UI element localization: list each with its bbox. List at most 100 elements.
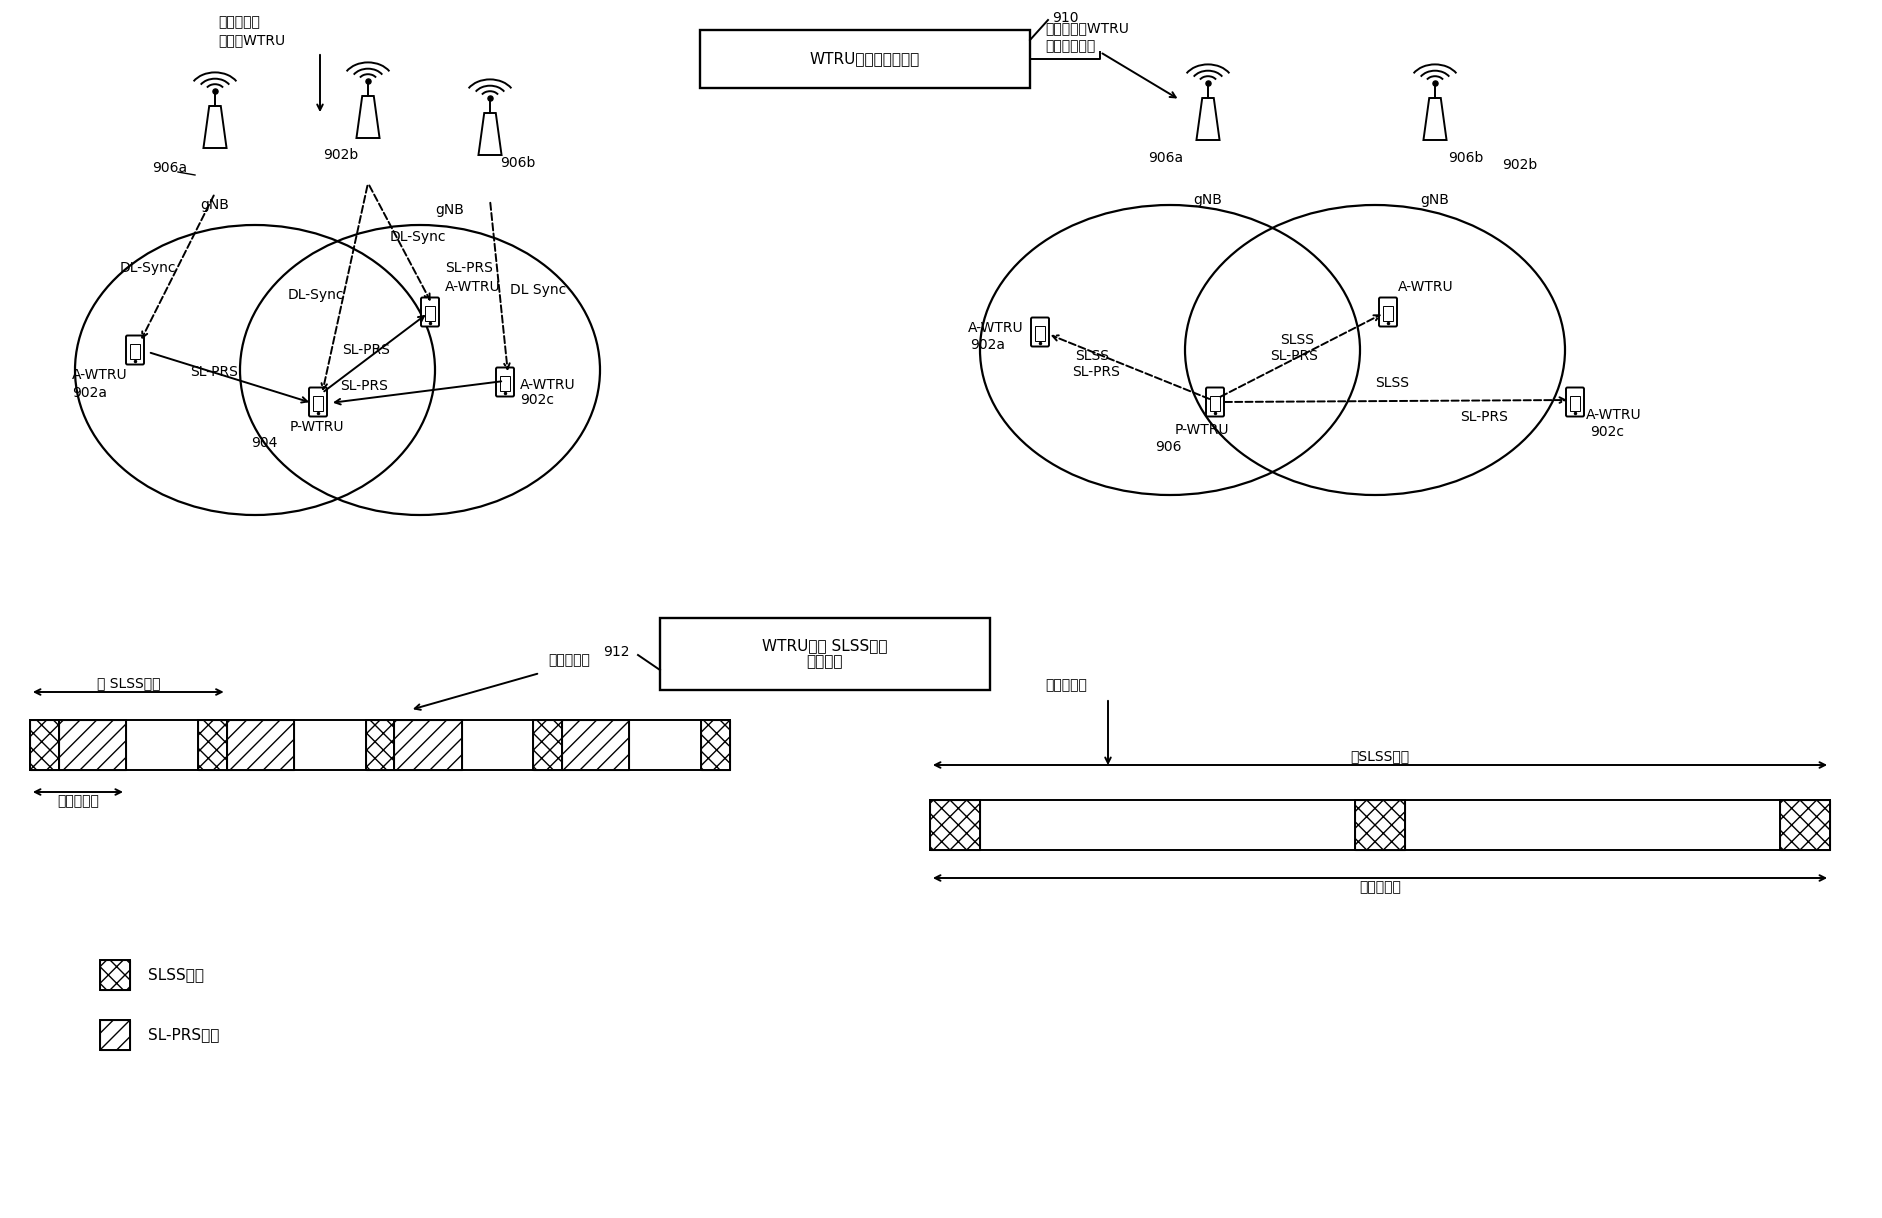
Bar: [58, 720, 126, 770]
FancyBboxPatch shape: [497, 368, 514, 397]
FancyBboxPatch shape: [1566, 387, 1585, 417]
Text: 912: 912: [604, 646, 630, 659]
Text: DL-Sync: DL-Sync: [120, 261, 177, 275]
Text: 906b: 906b: [1447, 151, 1483, 164]
Text: 大延迟要求: 大延迟要求: [1045, 678, 1088, 692]
Bar: [702, 720, 730, 770]
Text: gNB: gNB: [435, 203, 465, 217]
Text: P-WTRU: P-WTRU: [1174, 423, 1229, 437]
Bar: [30, 720, 58, 770]
FancyBboxPatch shape: [1206, 387, 1223, 417]
Bar: [312, 396, 324, 410]
Text: 的所有WTRU: 的所有WTRU: [218, 33, 286, 48]
Bar: [661, 618, 990, 691]
Text: 小延迟要求: 小延迟要求: [548, 653, 589, 667]
Bar: [100, 1019, 130, 1050]
FancyBboxPatch shape: [1031, 318, 1048, 346]
Bar: [501, 376, 510, 391]
Text: DL-Sync: DL-Sync: [390, 230, 446, 244]
FancyBboxPatch shape: [309, 387, 327, 417]
Bar: [700, 30, 1029, 88]
Text: SLSS传输: SLSS传输: [149, 967, 203, 983]
Bar: [1355, 800, 1406, 850]
Text: gNB: gNB: [201, 199, 230, 212]
Bar: [30, 720, 730, 770]
Bar: [702, 720, 730, 770]
Bar: [1355, 800, 1406, 850]
Text: A-WTRU: A-WTRU: [967, 322, 1024, 335]
Polygon shape: [1197, 97, 1220, 140]
Bar: [1780, 800, 1829, 850]
Bar: [1570, 396, 1581, 410]
Text: A-WTRU: A-WTRU: [72, 368, 128, 382]
Text: SLSS: SLSS: [1075, 350, 1108, 363]
Text: SL-PRS: SL-PRS: [343, 343, 390, 357]
Text: A-WTRU: A-WTRU: [444, 280, 501, 294]
Text: DL Sync: DL Sync: [510, 283, 566, 297]
Text: 一个或多个WTRU: 一个或多个WTRU: [1045, 21, 1129, 35]
Text: SL-PRS: SL-PRS: [341, 379, 388, 393]
Polygon shape: [356, 96, 380, 138]
Bar: [533, 720, 563, 770]
Text: P-WTRU: P-WTRU: [290, 420, 344, 434]
Text: 覆盖范围内: 覆盖范围内: [218, 15, 260, 29]
Text: 902b: 902b: [1502, 158, 1538, 172]
Bar: [930, 800, 1829, 850]
Bar: [365, 720, 395, 770]
Text: DL-Sync: DL-Sync: [288, 287, 344, 302]
Text: gNB: gNB: [1421, 192, 1449, 207]
Bar: [1780, 800, 1829, 850]
Text: SLSS: SLSS: [1280, 333, 1314, 347]
Bar: [130, 343, 139, 359]
Bar: [1210, 396, 1220, 410]
Text: 906b: 906b: [501, 156, 534, 171]
Bar: [198, 720, 226, 770]
FancyBboxPatch shape: [422, 297, 439, 326]
Text: 906a: 906a: [1148, 151, 1184, 164]
Text: 902a: 902a: [969, 339, 1005, 352]
Text: SL-PRS: SL-PRS: [444, 261, 493, 275]
Bar: [425, 306, 435, 322]
Text: 的周期性: 的周期性: [807, 654, 843, 670]
Bar: [100, 960, 130, 990]
Text: 长测量周期: 长测量周期: [1359, 879, 1400, 894]
Bar: [533, 720, 563, 770]
Bar: [1383, 306, 1393, 322]
Text: 902c: 902c: [519, 393, 553, 407]
Bar: [1035, 326, 1045, 341]
Bar: [100, 1019, 130, 1050]
Text: WTRU确定 SLSS传输: WTRU确定 SLSS传输: [762, 638, 888, 654]
Bar: [100, 960, 130, 990]
Text: 902c: 902c: [1590, 425, 1624, 438]
Text: 902a: 902a: [72, 386, 107, 400]
Polygon shape: [1423, 97, 1447, 140]
Polygon shape: [203, 106, 226, 149]
FancyBboxPatch shape: [126, 335, 145, 364]
Text: 904: 904: [252, 436, 279, 449]
Bar: [395, 720, 461, 770]
Bar: [226, 720, 294, 770]
Text: SLSS: SLSS: [1376, 376, 1410, 390]
Bar: [930, 800, 981, 850]
Text: A-WTRU: A-WTRU: [1398, 280, 1453, 294]
Text: 902b: 902b: [324, 149, 358, 162]
Bar: [58, 720, 126, 770]
Bar: [198, 720, 226, 770]
Bar: [226, 720, 294, 770]
Text: A-WTRU: A-WTRU: [1587, 408, 1641, 421]
Text: 短测量周期: 短测量周期: [56, 794, 100, 808]
Text: SL-PRS资源: SL-PRS资源: [149, 1028, 220, 1043]
Text: 在覆盖范围外: 在覆盖范围外: [1045, 39, 1095, 54]
Text: SL-PRS: SL-PRS: [1460, 410, 1507, 424]
FancyBboxPatch shape: [1380, 297, 1396, 326]
Text: SL-PRS: SL-PRS: [190, 365, 237, 379]
Text: A-WTRU: A-WTRU: [519, 378, 576, 392]
Text: 长SLSS周期: 长SLSS周期: [1351, 749, 1410, 762]
Bar: [563, 720, 629, 770]
Text: 906: 906: [1156, 440, 1182, 454]
Text: 910: 910: [1052, 11, 1078, 26]
Text: 906a: 906a: [152, 161, 186, 175]
Text: SL-PRS: SL-PRS: [1073, 365, 1120, 379]
Bar: [930, 800, 981, 850]
Polygon shape: [478, 113, 501, 155]
